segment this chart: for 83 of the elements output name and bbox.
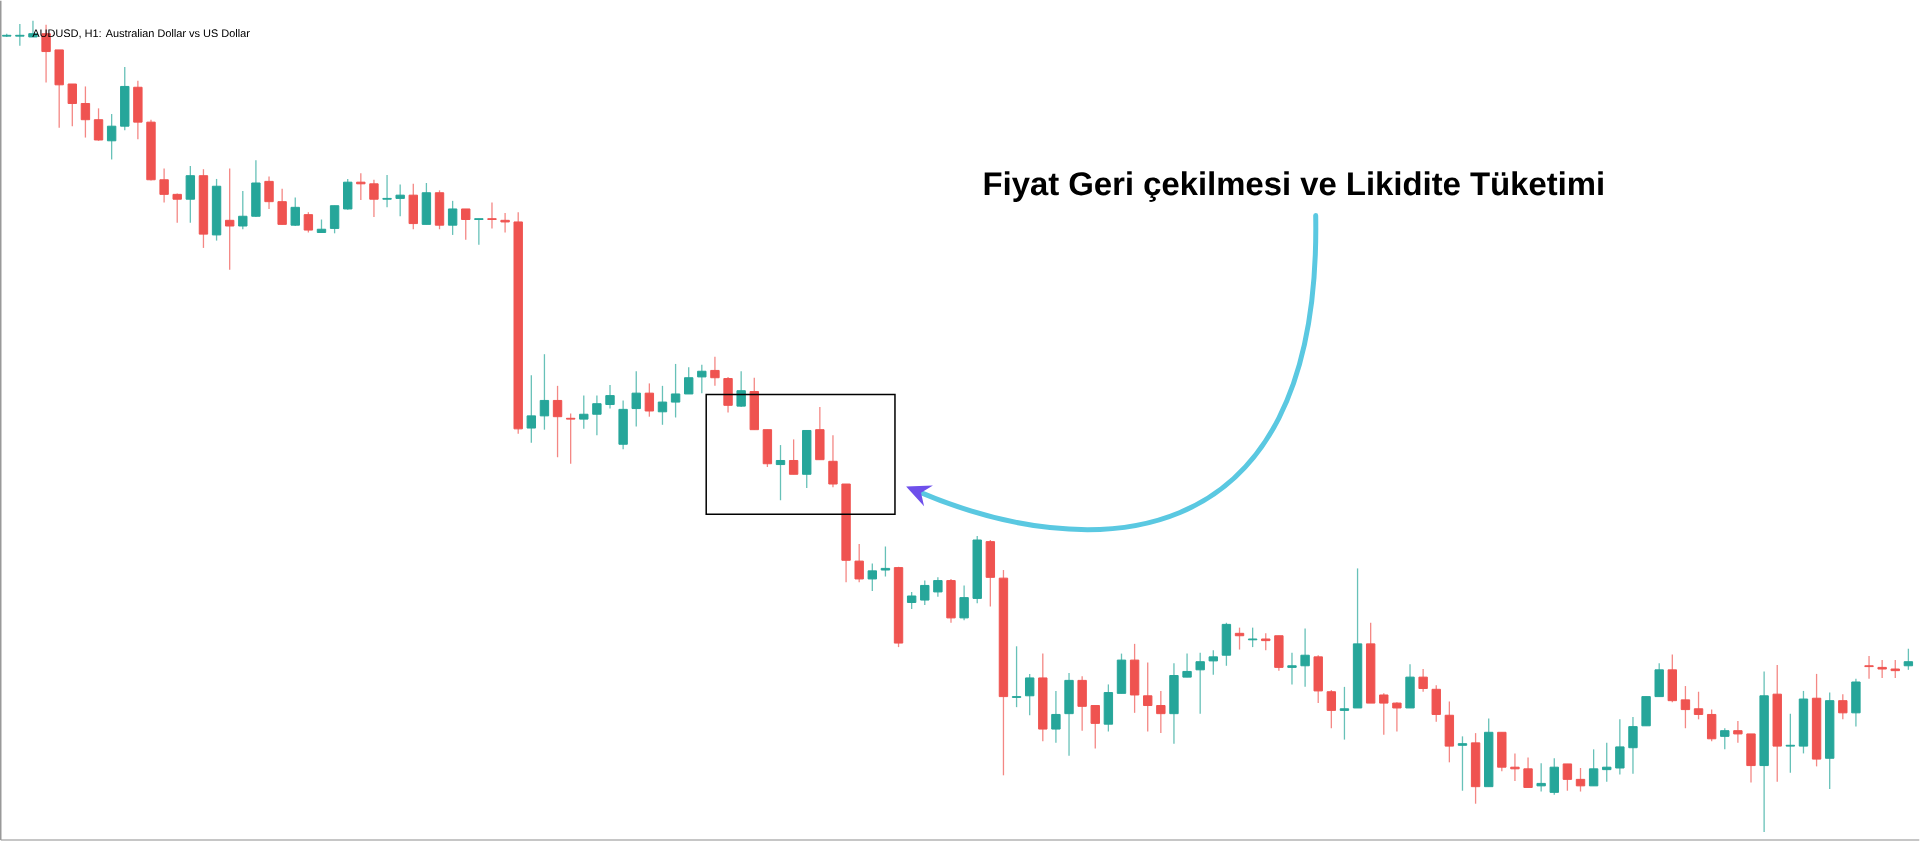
candlestick [80, 85, 91, 139]
candlestick [1733, 720, 1743, 744]
candlestick [1680, 685, 1691, 729]
candlestick [684, 366, 694, 395]
candlestick [920, 580, 930, 606]
candlestick [1379, 692, 1389, 736]
candlestick [1562, 763, 1573, 792]
annotation: Fiyat Geri çekilmesi ve Likidite Tüketimi [984, 171, 1603, 202]
candlestick [631, 370, 641, 428]
candlestick [474, 218, 484, 246]
candlestick [264, 175, 274, 210]
candlestick [592, 395, 602, 437]
candlestick [1602, 742, 1612, 783]
candlestick [1208, 649, 1218, 676]
candlestick [172, 192, 182, 224]
candlestick [1247, 627, 1258, 648]
candlestick [1195, 652, 1205, 715]
candlestick [1024, 673, 1035, 716]
candlestick [828, 434, 838, 488]
candlestick [1838, 693, 1848, 721]
candlestick [1011, 645, 1022, 708]
candlestick [552, 385, 563, 458]
candlestick [395, 184, 405, 217]
candlestick [1536, 762, 1546, 793]
candlestick [670, 363, 681, 419]
candlestick [447, 200, 458, 236]
candlestick [1418, 668, 1428, 693]
candlestick [710, 356, 720, 387]
candlestick [67, 83, 77, 127]
candlestick [736, 370, 746, 408]
candlestick [224, 167, 235, 271]
candlestick [697, 364, 707, 394]
candlestick [1693, 691, 1704, 721]
candlestick [565, 412, 576, 465]
candlestick [277, 188, 287, 226]
candlestick [1143, 661, 1153, 733]
candlestick [854, 543, 864, 583]
candlestick [1720, 727, 1730, 751]
candlestick [1339, 686, 1350, 741]
candlestick [1182, 653, 1192, 678]
candlestick [644, 382, 655, 418]
candlestick [1300, 627, 1310, 688]
candlestick [1588, 748, 1599, 787]
candlestick [788, 438, 799, 476]
candlestick [238, 190, 248, 230]
candlestick [1785, 713, 1796, 774]
candlestick [1457, 735, 1468, 792]
candlestick [1051, 690, 1061, 744]
candlestick [185, 165, 196, 224]
text: AUDUSD, H1: Australian Dollar vs US Dollar [32, 29, 250, 39]
candlestick [1156, 690, 1166, 734]
candlestick [867, 562, 877, 592]
candlestick [1903, 648, 1914, 671]
candlestick [159, 167, 169, 204]
candlestick [933, 576, 943, 598]
candlestick [1326, 689, 1337, 729]
candlestick [579, 395, 589, 430]
candlestick [303, 211, 314, 234]
candlestick [487, 201, 497, 230]
candlestick [93, 107, 104, 142]
candlestick [959, 584, 969, 622]
candlestick [290, 197, 300, 227]
candlestick [500, 212, 510, 234]
candlestick [657, 385, 668, 426]
candlestick [1287, 652, 1297, 686]
candlestick [1864, 655, 1874, 680]
candlestick [461, 208, 471, 241]
candlestick [1615, 718, 1625, 776]
candlestick [539, 353, 550, 431]
candlestick [1392, 701, 1402, 733]
candlestick [880, 545, 891, 578]
candlestick [605, 384, 615, 410]
candlestick [1523, 756, 1533, 789]
candlestick [369, 179, 379, 218]
candlestick [1628, 716, 1638, 775]
candlestick [775, 444, 786, 501]
candlestick [1575, 767, 1586, 793]
candlestick [15, 23, 25, 47]
candlestick [526, 374, 537, 444]
candlestick [329, 205, 340, 235]
candlestick [382, 174, 392, 209]
candlestick [1090, 704, 1100, 750]
candlestick [106, 113, 117, 161]
